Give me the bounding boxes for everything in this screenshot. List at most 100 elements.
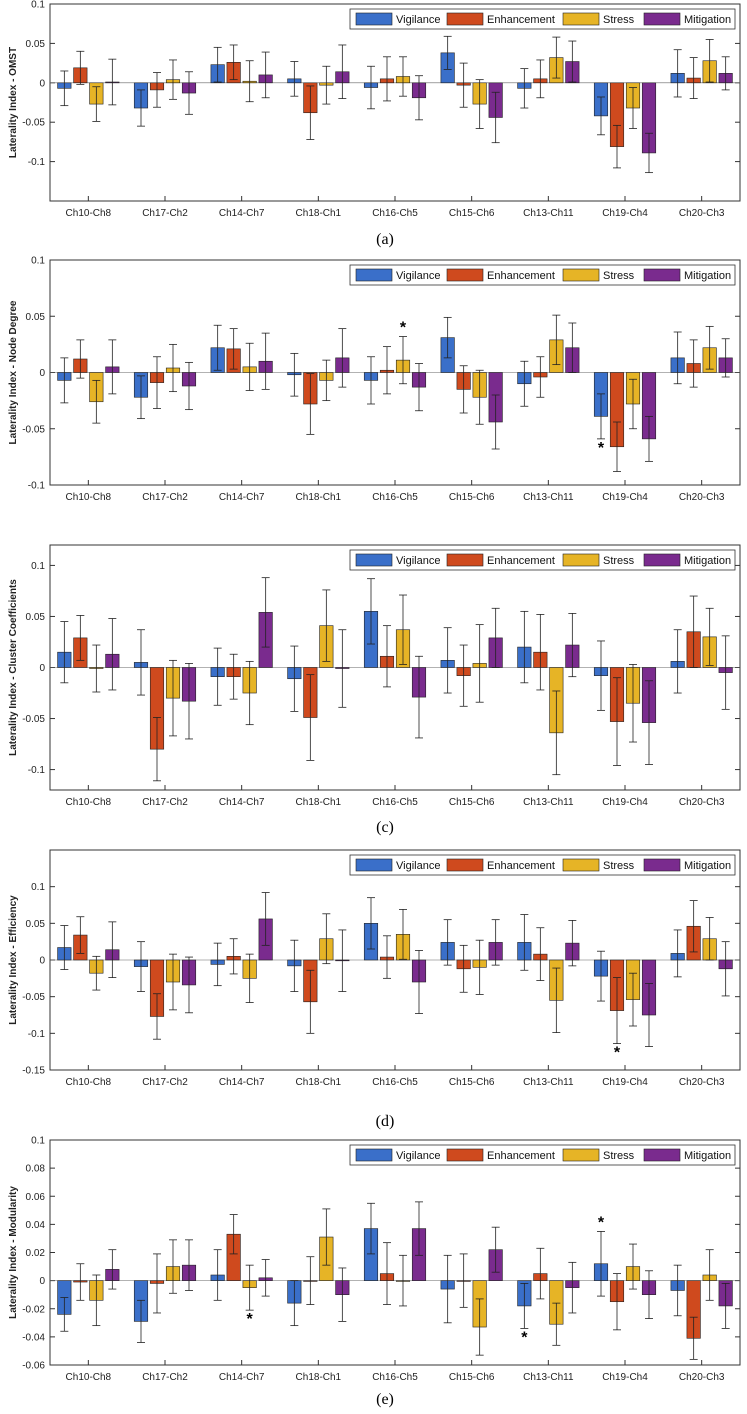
x-tick-label: Ch15-Ch6: [449, 208, 495, 219]
x-tick-label: Ch16-Ch5: [372, 1077, 418, 1088]
x-tick-label: Ch15-Ch6: [449, 1372, 495, 1383]
y-tick-label: 0.1: [31, 0, 45, 11]
x-tick-label: Ch16-Ch5: [372, 208, 418, 219]
legend-box: [349, 8, 736, 30]
legend-swatch-stress: [562, 858, 600, 872]
y-tick-label: 0.1: [31, 256, 45, 267]
legend-swatch-enhancement: [446, 12, 484, 26]
legend-swatch-vigilance: [355, 268, 393, 282]
legend-box: [349, 549, 736, 571]
x-tick-label: Ch20-Ch3: [679, 492, 725, 503]
x-tick-label: Ch14-Ch7: [219, 208, 265, 219]
y-tick-label: 0.1: [31, 882, 45, 893]
legend-box: [349, 854, 736, 876]
y-tick-label: 0.1: [31, 561, 45, 572]
y-tick-label: -0.05: [22, 118, 45, 129]
legend-label-stress: Stress: [603, 270, 635, 282]
x-tick-label: Ch18-Ch1: [296, 797, 342, 808]
significance-star: *: [598, 440, 605, 457]
x-tick-label: Ch17-Ch2: [142, 208, 188, 219]
legend-label-mitigation: Mitigation: [684, 860, 731, 872]
legend-label-vigilance: Vigilance: [396, 860, 440, 872]
legend-label-vigilance: Vigilance: [396, 1150, 440, 1162]
y-tick-label: -0.06: [22, 1361, 45, 1372]
y-tick-label: -0.15: [22, 1066, 45, 1077]
x-tick-label: Ch10-Ch8: [66, 208, 112, 219]
x-tick-label: Ch13-Ch11: [523, 1077, 574, 1088]
x-tick-label: Ch19-Ch4: [602, 797, 648, 808]
x-tick-label: Ch10-Ch8: [66, 1077, 112, 1088]
legend-swatch-stress: [562, 553, 600, 567]
significance-star: *: [614, 1045, 621, 1062]
y-tick-label: 0: [39, 368, 45, 379]
y-tick-label: -0.05: [22, 424, 45, 435]
legend-swatch-enhancement: [446, 858, 484, 872]
panel-caption: (d): [376, 1113, 395, 1130]
legend-swatch-mitigation: [643, 1148, 681, 1162]
y-tick-label: -0.05: [22, 714, 45, 725]
chart-panel-e: -0.06 -0.04 -0.02 0 0.02 0.04 0.06 0.08 0.1 Later…: [8, 1136, 741, 1408]
legend-label-vigilance: Vigilance: [396, 14, 440, 26]
significance-star: *: [247, 1311, 254, 1328]
x-tick-label: Ch15-Ch6: [449, 492, 495, 503]
chart-panel-d: -0.15 -0.1 -0.05 0 0.05 0.1 Laterality Index -…: [8, 849, 741, 1130]
panel-caption: (c): [376, 819, 394, 836]
legend-label-mitigation: Mitigation: [684, 270, 731, 282]
x-tick-label: Ch18-Ch1: [296, 492, 342, 503]
y-tick-label: 0.08: [26, 1164, 46, 1175]
y-tick-label: 0: [39, 1276, 45, 1287]
plot-area: [49, 3, 741, 202]
legend-swatch-vigilance: [355, 858, 393, 872]
legend-label-enhancement: Enhancement: [487, 14, 555, 26]
x-tick-label: Ch13-Ch11: [523, 492, 574, 503]
legend-label-stress: Stress: [603, 860, 635, 872]
y-tick-label: -0.02: [22, 1304, 45, 1315]
legend: Vigilance Enhancement Stress Mitigation: [349, 8, 736, 30]
x-tick-label: Ch17-Ch2: [142, 797, 188, 808]
legend-label-mitigation: Mitigation: [684, 1150, 731, 1162]
legend: Vigilance Enhancement Stress Mitigation: [349, 264, 736, 286]
legend: Vigilance Enhancement Stress Mitigation: [349, 854, 736, 876]
y-tick-label: 0: [39, 78, 45, 89]
legend-swatch-mitigation: [643, 268, 681, 282]
y-axis-label: Laterality Index - Node Degree: [8, 300, 19, 444]
y-tick-label: 0.02: [26, 1248, 46, 1259]
legend-label-enhancement: Enhancement: [487, 860, 555, 872]
legend: Vigilance Enhancement Stress Mitigation: [349, 549, 736, 571]
chart-panel-c: -0.1 -0.05 0 0.05 0.1 Laterality Index - Clus…: [8, 544, 741, 836]
y-tick-label: 0.1: [31, 1136, 45, 1147]
x-tick-label: Ch19-Ch4: [602, 1077, 648, 1088]
y-tick-label: 0.06: [26, 1192, 46, 1203]
legend-label-mitigation: Mitigation: [684, 14, 731, 26]
x-tick-label: Ch17-Ch2: [142, 1077, 188, 1088]
legend-box: [349, 1144, 736, 1166]
x-tick-label: Ch18-Ch1: [296, 1077, 342, 1088]
x-tick-label: Ch13-Ch11: [523, 797, 574, 808]
y-axis-label: Laterality Index - Efficiency: [8, 895, 19, 1025]
legend-swatch-stress: [562, 268, 600, 282]
x-tick-label: Ch20-Ch3: [679, 797, 725, 808]
y-tick-label: 0.05: [26, 312, 46, 323]
x-tick-label: Ch14-Ch7: [219, 492, 265, 503]
legend: Vigilance Enhancement Stress Mitigation: [349, 1144, 736, 1166]
significance-star: *: [598, 1214, 605, 1231]
significance-star: *: [400, 320, 407, 337]
y-tick-label: -0.1: [28, 1029, 46, 1040]
x-tick-label: Ch15-Ch6: [449, 797, 495, 808]
x-tick-label: Ch14-Ch7: [219, 1077, 265, 1088]
legend-label-vigilance: Vigilance: [396, 555, 440, 567]
x-tick-label: Ch16-Ch5: [372, 1372, 418, 1383]
legend-box: [349, 264, 736, 286]
legend-swatch-enhancement: [446, 1148, 484, 1162]
x-tick-label: Ch18-Ch1: [296, 1372, 342, 1383]
panel-caption: (a): [376, 231, 394, 248]
x-tick-label: Ch20-Ch3: [679, 1077, 725, 1088]
legend-label-enhancement: Enhancement: [487, 555, 555, 567]
x-tick-label: Ch16-Ch5: [372, 492, 418, 503]
y-axis-label: Laterality Index - Modularity: [8, 1186, 19, 1319]
legend-label-enhancement: Enhancement: [487, 270, 555, 282]
y-tick-label: 0: [39, 956, 45, 967]
x-tick-label: Ch13-Ch11: [523, 208, 574, 219]
panel-caption: (e): [376, 1391, 394, 1408]
x-tick-label: Ch16-Ch5: [372, 797, 418, 808]
